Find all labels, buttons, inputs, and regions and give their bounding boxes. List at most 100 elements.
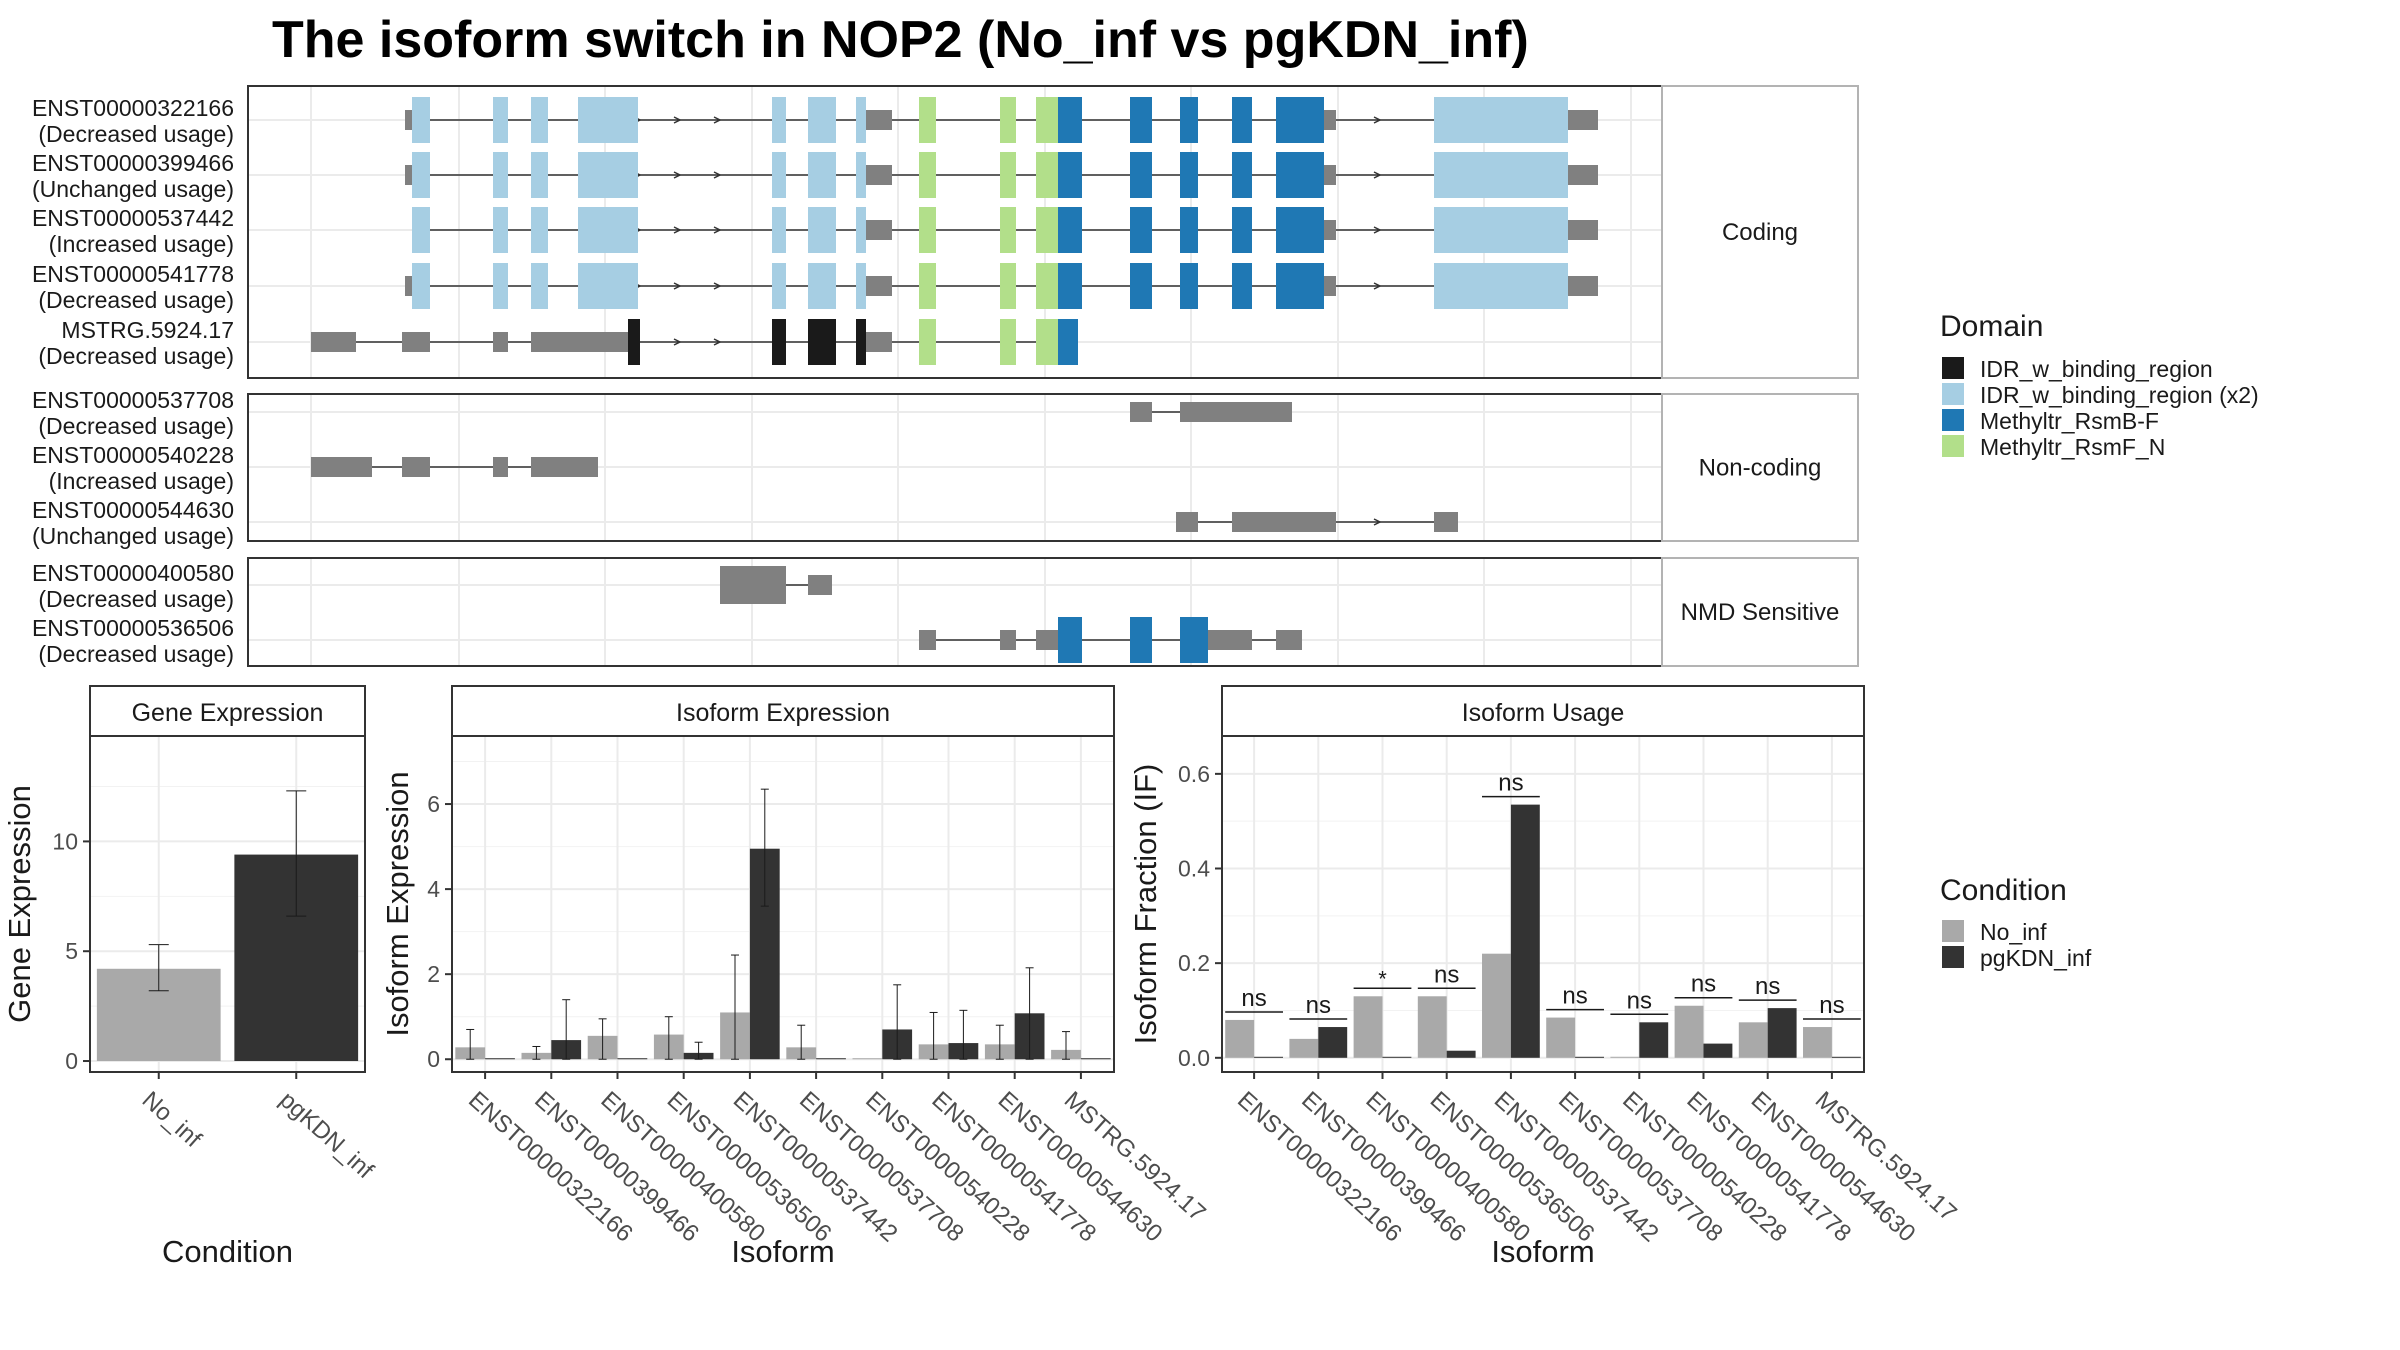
chart-title: Isoform Usage [1462,699,1625,727]
x-axis-title: Condition [162,1234,293,1269]
exon-block [1058,152,1082,198]
exon-block [1036,263,1058,309]
exon-block [493,152,508,198]
strand-arrow [713,338,722,346]
structure-panel-bg [248,86,1662,378]
bar [1080,1058,1111,1060]
isoform-usage-label: (Unchanged usage) [32,176,234,202]
exon-block [1036,630,1058,650]
exon-block [1180,152,1198,198]
legend-swatch [1942,383,1964,405]
significance-label: ns [1241,985,1266,1012]
bar [1482,953,1511,1058]
exon-block [402,457,430,477]
isoform-usage-label: (Decreased usage) [38,586,234,612]
exon-block [493,207,508,253]
exon-block [1574,165,1598,185]
chart-strip [1221,685,1865,737]
exon-block [405,165,412,185]
exon-block [919,263,936,309]
exon-block [808,97,836,143]
legend-label: No_inf [1980,919,2047,945]
bar [485,1058,515,1060]
exon-block [856,263,866,309]
strand-arrow [713,171,722,179]
exon-block [808,575,832,595]
exon-block [866,165,892,185]
isoform-usage-label: (Decreased usage) [38,343,234,369]
exon-block [628,319,640,365]
significance-label: ns [1819,992,1844,1019]
bar [1674,1005,1704,1058]
exon-block [728,575,786,595]
isoform-label: ENST00000544630 [32,497,234,523]
exon-block [772,207,786,253]
exon-block [1276,263,1324,309]
exon-block [866,110,892,130]
bar [1353,996,1383,1058]
exon-block [1036,97,1058,143]
exon-block [772,263,786,309]
facet-strip-label: Coding [1722,219,1798,246]
isoform-usage-label: (Increased usage) [49,468,234,494]
facet-strip [1661,393,1859,542]
exon-block [1000,319,1016,365]
exon-block [1058,97,1082,143]
bar [1803,1027,1832,1058]
bar [1575,1056,1604,1058]
isoform-usage-label: (Increased usage) [49,231,234,257]
exon-block [1232,263,1252,309]
significance-label: ns [1627,987,1652,1014]
bar [1831,1056,1861,1058]
exon-block [1000,630,1016,650]
legend-label: Methyltr_RsmB-F [1980,408,2159,434]
exon-block [1568,165,1574,185]
bar [1639,1022,1669,1058]
exon-block [866,276,892,296]
isoform-usage-label: (Unchanged usage) [32,523,234,549]
exon-block [1324,220,1336,240]
exon-block [919,152,936,198]
exon-block [1568,276,1574,296]
exon-block [1276,630,1302,650]
significance-label: ns [1434,961,1459,988]
legend-swatch [1942,357,1964,379]
exon-block [578,207,638,253]
strand-arrow [1373,226,1382,234]
exon-block [1324,165,1336,185]
y-tick-label: 0 [427,1046,440,1072]
exon-block [919,97,936,143]
exon-block [772,152,786,198]
exon-block [1434,97,1568,143]
exon-block [1180,97,1198,143]
bar [1417,996,1447,1058]
bar [1738,1022,1768,1058]
isoform-label: ENST00000399466 [32,150,234,176]
chart-strip [451,685,1115,737]
strand-arrow [673,282,682,290]
exon-block [1324,110,1336,130]
exon-block [1058,207,1082,253]
exon-block [405,276,412,296]
exon-block [1276,207,1324,253]
bar [1382,1056,1412,1058]
isoform-label: ENST00000537708 [32,387,234,413]
exon-block [1000,97,1016,143]
legend-label: IDR_w_binding_region [1980,356,2213,382]
y-tick-label: 0 [65,1048,78,1074]
exon-block [1130,402,1152,422]
legend-label: pgKDN_inf [1980,945,2092,971]
strand-arrow [713,226,722,234]
exon-block [1130,152,1152,198]
exon-block [412,263,430,309]
exon-block [808,152,836,198]
strand-arrow [1373,171,1382,179]
strand-arrow [673,116,682,124]
exon-block [493,332,508,352]
exon-block [772,319,786,365]
exon-block [1058,319,1078,365]
exon-block [1574,276,1598,296]
exon-block [919,207,936,253]
exon-block [578,152,638,198]
strand-arrow [713,116,722,124]
